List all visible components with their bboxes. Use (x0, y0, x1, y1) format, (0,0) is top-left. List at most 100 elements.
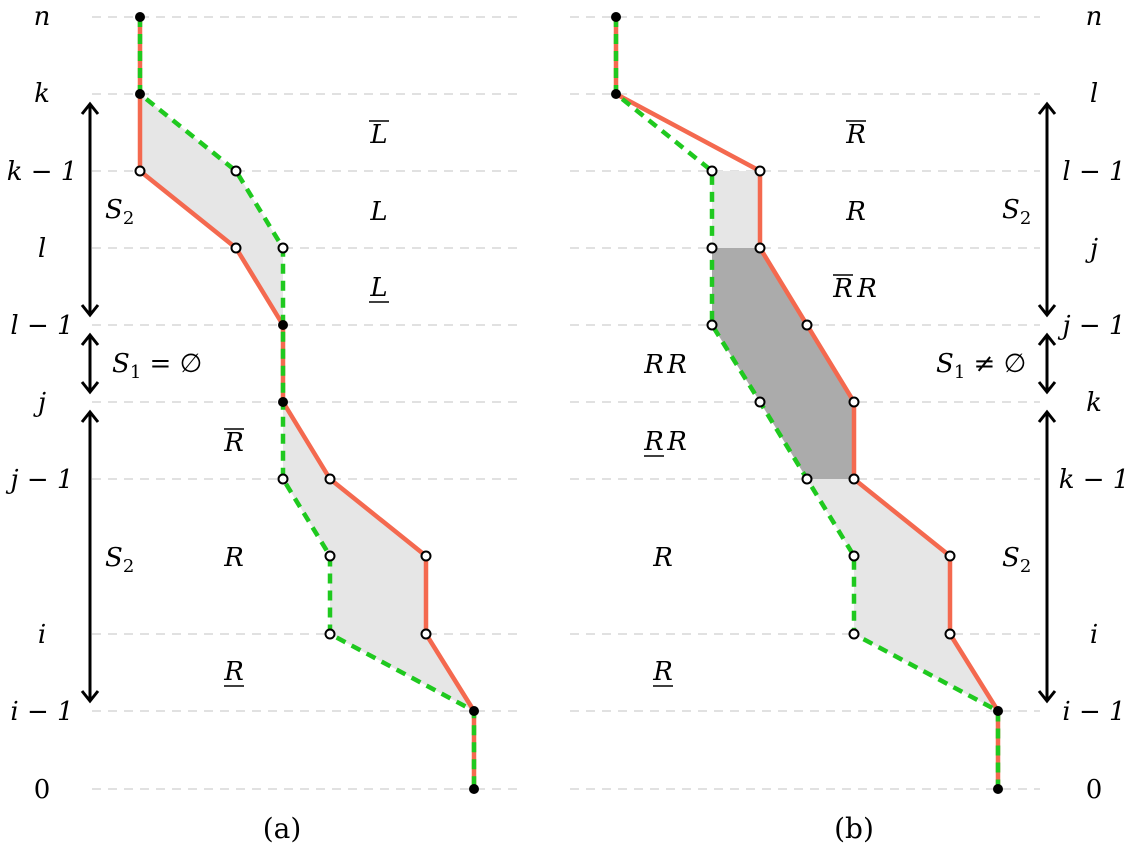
range-arrows-a (80, 101, 100, 704)
region-label-text: R (856, 274, 877, 304)
level-label-l-minus-1: l − 1 (1062, 157, 1125, 187)
region-label-r-under-b: R (652, 657, 673, 687)
region-label-r-a: R (223, 543, 244, 573)
level-label-j: j (1085, 234, 1098, 264)
region-label-text: R (643, 350, 664, 380)
region-label-text: R (223, 657, 244, 687)
level-label-k-minus-1: k − 1 (1059, 465, 1130, 495)
region-label-rr: R R (643, 350, 687, 380)
region-label-text: R (845, 120, 866, 150)
arrowhead (1037, 690, 1057, 704)
region-label-r2-b: R (652, 543, 673, 573)
node-open (754, 242, 766, 254)
node-filled (611, 89, 621, 99)
level-label-l: l (38, 234, 46, 264)
nodes-a (134, 12, 479, 794)
set-label-s1-a: S1 = ∅ (112, 349, 202, 383)
node-open (134, 165, 146, 177)
node-filled (469, 784, 479, 794)
level-label-k: k (1086, 388, 1102, 418)
node-open (230, 242, 242, 254)
arrowhead (80, 381, 100, 395)
region-label-l-bar: L (369, 120, 389, 150)
level-labels-b: n l l − 1 j j − 1 k k − 1 i i − 1 0 (1058, 2, 1130, 805)
region-label-text: R (832, 274, 853, 304)
caption-b: (b) (834, 812, 874, 845)
arrowhead (80, 409, 100, 423)
range-arrows-b (1037, 101, 1057, 704)
region-upper-b (712, 171, 760, 248)
node-open (848, 550, 860, 562)
level-label-i-minus-1: i − 1 (1062, 697, 1125, 727)
set-label-s1-b: S1 ≠ ∅ (936, 349, 1026, 383)
level-label-n: n (34, 2, 51, 32)
region-label-r-under-a: R (223, 657, 244, 687)
region-label-r-bar-b: R (845, 120, 866, 150)
arrowhead (80, 101, 100, 115)
region-label-text: R (643, 427, 664, 457)
arrowhead (1037, 381, 1057, 395)
level-labels-a: n k k − 1 l l − 1 j j − 1 i i − 1 0 (6, 2, 78, 805)
region-lower-b (807, 479, 998, 711)
caption-a: (a) (263, 812, 302, 845)
node-filled (135, 12, 145, 22)
node-open (754, 396, 766, 408)
region-dark-b (712, 248, 854, 479)
arrowhead (80, 332, 100, 346)
node-filled (278, 397, 288, 407)
node-open (801, 473, 813, 485)
level-label-0: 0 (1086, 775, 1103, 805)
nodes-b (611, 12, 1003, 794)
level-guides (92, 16, 1040, 790)
node-open (706, 165, 718, 177)
panel-b: n l l − 1 j j − 1 k k − 1 i i − 1 0 S2 S… (611, 2, 1129, 845)
node-open (324, 628, 336, 640)
level-label-i: i (38, 620, 46, 650)
level-label-k: k (34, 79, 50, 109)
set-label-s2-upper-a: S2 (105, 195, 134, 229)
level-label-l-minus-1: l − 1 (10, 311, 73, 341)
node-open (420, 628, 432, 640)
node-open (848, 473, 860, 485)
node-filled (993, 706, 1003, 716)
region-upper-a (140, 94, 283, 325)
region-label-text: R (666, 427, 687, 457)
set-label-s2-lower-b: S2 (1002, 543, 1031, 577)
node-open (944, 628, 956, 640)
level-label-j: j (33, 388, 46, 418)
panel-a: n k k − 1 l l − 1 j j − 1 i i − 1 0 S2 S… (6, 2, 479, 845)
region-label-l: L (369, 197, 387, 227)
node-open (754, 165, 766, 177)
node-open (944, 550, 956, 562)
node-open (706, 319, 718, 331)
arrowhead (1037, 304, 1057, 318)
node-open (848, 396, 860, 408)
region-label-runder-r: R R (643, 427, 687, 457)
level-label-l: l (1090, 79, 1098, 109)
node-open (277, 242, 289, 254)
region-label-text: R (223, 428, 244, 458)
node-open (230, 165, 242, 177)
level-label-0: 0 (34, 775, 51, 805)
arrowhead (80, 690, 100, 704)
arrowhead (1037, 332, 1057, 346)
region-label-r-b: R (845, 197, 866, 227)
node-filled (469, 706, 479, 716)
node-open (848, 628, 860, 640)
level-label-k-minus-1: k − 1 (7, 157, 78, 187)
node-open (277, 473, 289, 485)
node-open (324, 550, 336, 562)
arrowhead (80, 304, 100, 318)
region-label-text: L (369, 273, 387, 303)
arrowhead (1037, 101, 1057, 115)
level-label-i-minus-1: i − 1 (10, 697, 73, 727)
region-label-l-under: L (369, 273, 389, 303)
region-label-text: L (369, 120, 387, 150)
node-filled (611, 12, 621, 22)
node-filled (993, 784, 1003, 794)
level-label-n: n (1086, 2, 1103, 32)
region-label-rbar-r: R R (832, 274, 877, 304)
level-label-j-minus-1: j − 1 (6, 465, 74, 495)
node-filled (135, 89, 145, 99)
